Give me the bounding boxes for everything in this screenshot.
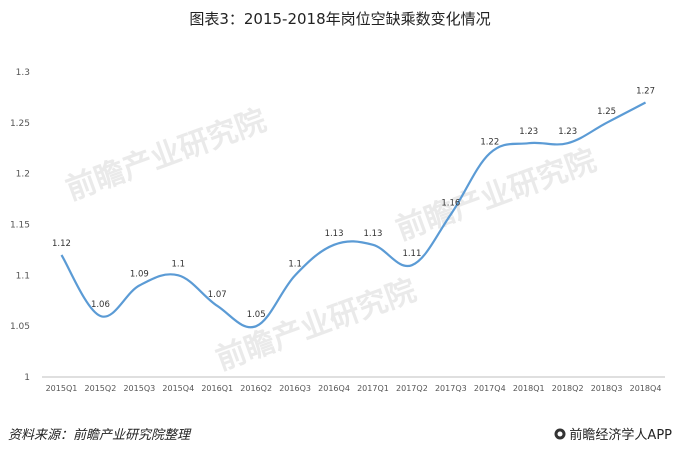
data-point (449, 213, 452, 216)
data-label: 1.27 (636, 87, 655, 97)
data-label: 1.11 (402, 249, 421, 259)
x-tick-label: 2018Q1 (513, 384, 545, 393)
series-line (60, 101, 647, 329)
x-tick-label: 2015Q3 (123, 384, 155, 393)
data-point (138, 284, 141, 287)
data-label: 1.05 (247, 310, 266, 320)
y-tick-label: 1.25 (10, 119, 30, 129)
x-tick-label: 2016Q3 (279, 384, 311, 393)
y-tick-label: 1.15 (10, 221, 30, 231)
chart-title: 图表3：2015-2018年岗位空缺乘数变化情况 (189, 10, 491, 28)
data-point (527, 142, 530, 145)
y-tick-label: 1 (24, 373, 30, 383)
data-point (60, 254, 63, 257)
data-label: 1.09 (130, 270, 149, 280)
source-note: 资料来源：前瞻产业研究院整理 (8, 424, 190, 443)
x-tick-label: 2018Q3 (591, 384, 623, 393)
x-tick-label: 2017Q1 (357, 384, 389, 393)
source-text: 前瞻产业研究院整理 (73, 428, 191, 443)
data-point (333, 243, 336, 246)
y-tick-label: 1.3 (16, 68, 30, 78)
y-tick-label: 1.1 (16, 271, 30, 281)
data-label: 1.1 (288, 259, 302, 269)
data-point (644, 101, 647, 104)
x-tick-label: 2018Q4 (630, 384, 662, 393)
data-point (488, 152, 491, 155)
brand-logo-icon (554, 428, 566, 439)
data-point (566, 142, 569, 145)
x-tick-label: 2018Q2 (552, 384, 584, 393)
x-tick-label: 2017Q2 (396, 384, 428, 393)
data-label: 1.23 (558, 127, 577, 137)
data-point (371, 243, 374, 246)
data-point (605, 121, 608, 124)
data-point (255, 325, 258, 328)
line-chart: 1 1.05 1.1 1.15 1.2 1.25 1.3 2015Q1 2015Q2 2015Q3… (10, 68, 665, 393)
data-label: 1.06 (91, 300, 110, 310)
x-tick-label: 2015Q1 (46, 384, 78, 393)
data-label: 1.23 (519, 127, 538, 137)
x-tick-label: 2016Q2 (240, 384, 272, 393)
x-tick-label: 2017Q4 (474, 384, 506, 393)
data-label: 1.07 (208, 290, 227, 300)
data-point (294, 274, 297, 277)
x-tick-label: 2016Q4 (318, 384, 350, 393)
y-tick-label: 1.2 (16, 170, 30, 180)
data-point (216, 304, 219, 307)
data-label: 1.12 (52, 239, 71, 249)
x-tick-label: 2015Q4 (162, 384, 194, 393)
x-tick-label: 2015Q2 (85, 384, 117, 393)
data-label: 1.25 (597, 107, 616, 117)
brand-text: 前瞻经济学人APP (569, 428, 672, 443)
x-tick-label: 2017Q3 (435, 384, 467, 393)
brand: 前瞻经济学人APP (554, 424, 672, 443)
data-point (177, 274, 180, 277)
data-label: 1.1 (172, 259, 186, 269)
data-label: 1.22 (480, 137, 499, 147)
x-tick-label: 2016Q1 (201, 384, 233, 393)
data-label: 1.13 (364, 229, 383, 239)
y-tick-label: 1.05 (10, 322, 30, 332)
data-point (99, 315, 102, 318)
data-label: 1.16 (441, 198, 460, 208)
data-point (410, 264, 413, 267)
data-label: 1.13 (325, 229, 344, 239)
source-label: 资料来源： (8, 428, 74, 443)
